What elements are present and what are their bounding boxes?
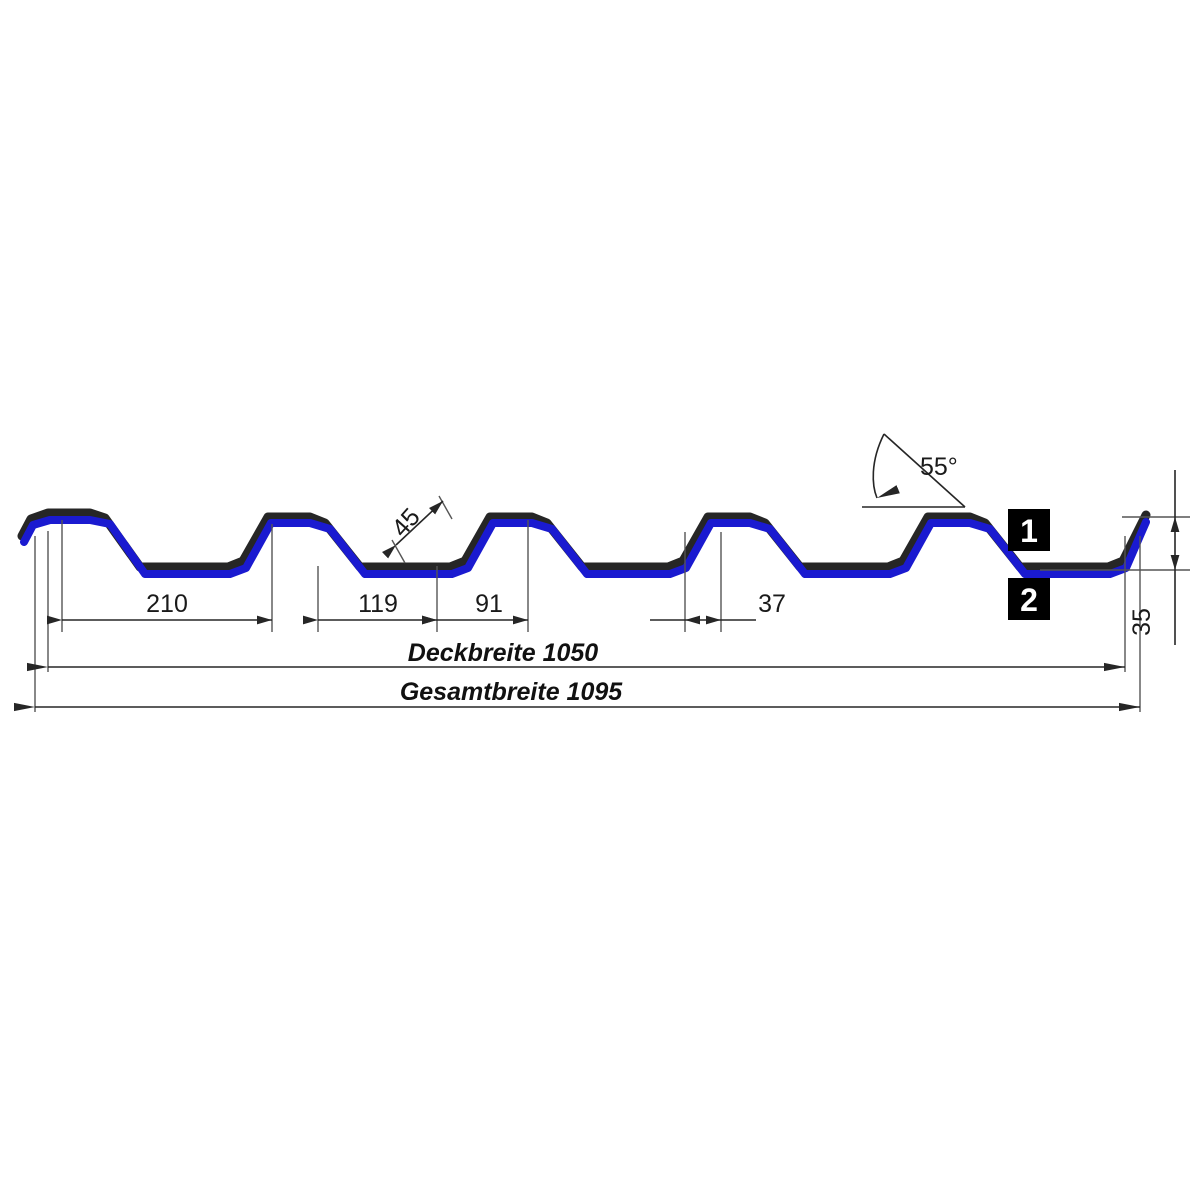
- dimension-angle-55: 55°: [862, 433, 966, 508]
- side-label-1-box: [1008, 509, 1050, 551]
- dimension-119: 119: [303, 590, 437, 625]
- overall-gesamtbreite: Gesamtbreite 1095: [14, 678, 1140, 712]
- dim-45-ext-upper: [438, 495, 453, 520]
- dim-45-line: [382, 500, 444, 559]
- dim-91-label: 91: [475, 590, 503, 618]
- dim-37-label: 37: [758, 590, 786, 618]
- dim-210-label: 210: [146, 590, 188, 618]
- side-label-2-text: 2: [1020, 582, 1038, 618]
- overall-deckbreite: Deckbreite 1050: [27, 639, 1125, 672]
- angle-55-label: 55°: [920, 453, 958, 481]
- dimension-35: 35: [1128, 470, 1180, 645]
- sheet-profile: [17, 508, 1151, 578]
- dimension-91: 91: [422, 590, 528, 625]
- gesamtbreite-label: Gesamtbreite 1095: [400, 678, 623, 706]
- sheet-coating-line: [20, 516, 1150, 578]
- dim-45-label: 45: [386, 503, 425, 542]
- angle-arc: [872, 433, 900, 499]
- side-label-2-box: [1008, 578, 1050, 620]
- side-label-1: 1: [1008, 509, 1050, 551]
- deckbreite-label: Deckbreite 1050: [408, 639, 599, 667]
- sheet-top-line: [17, 508, 1151, 572]
- angle-leg: [883, 433, 966, 508]
- side-label-2: 2: [1008, 578, 1050, 620]
- dim-35-label: 35: [1128, 608, 1156, 636]
- extension-lines: [34, 520, 1141, 712]
- dimension-37: 37: [650, 590, 786, 625]
- dimension-210: 210: [47, 590, 272, 625]
- dimension-45: 45: [382, 495, 453, 564]
- dim-119-label: 119: [358, 590, 398, 618]
- side-label-1-text: 1: [1020, 513, 1038, 549]
